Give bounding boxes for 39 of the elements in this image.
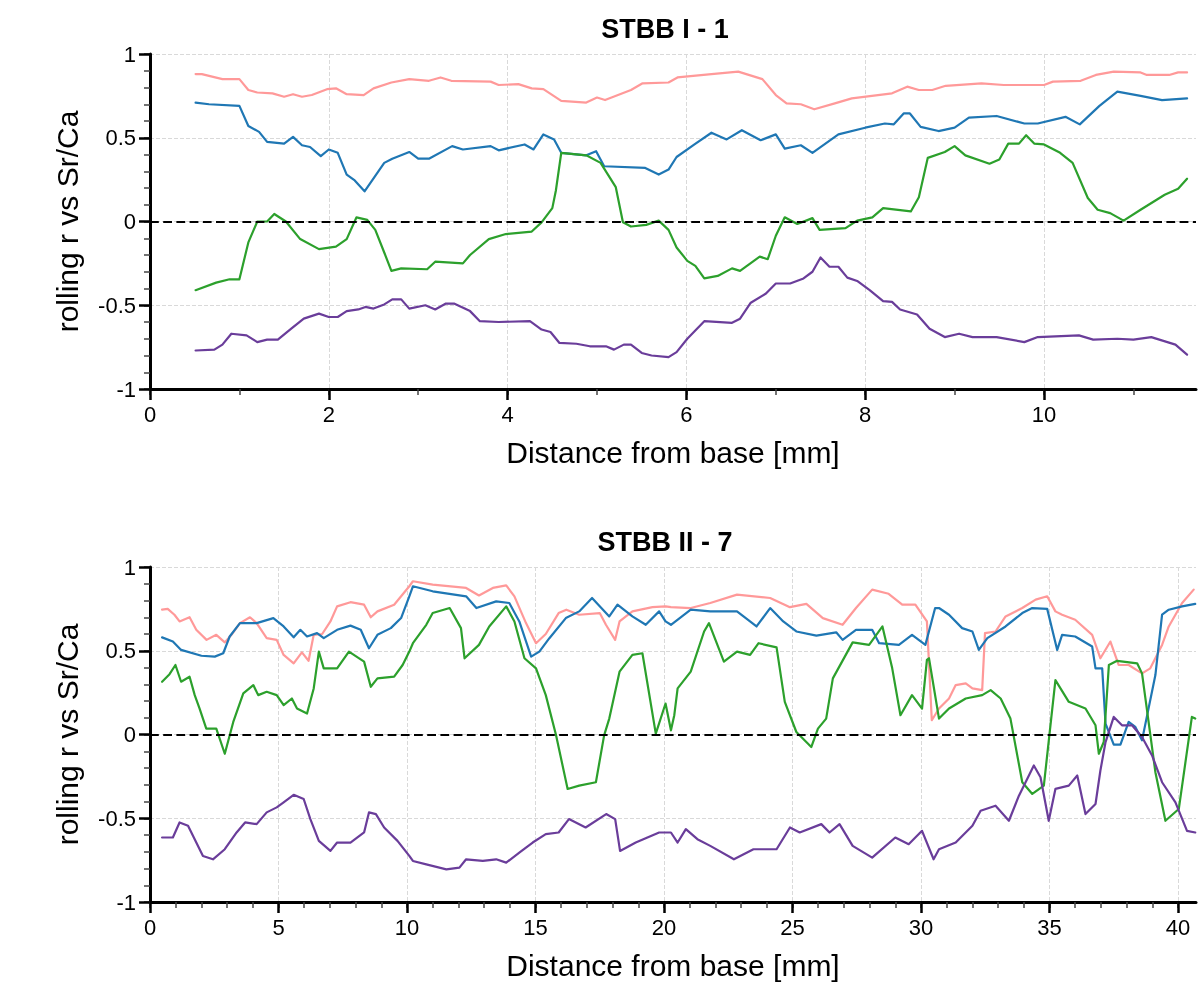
x-tick-label: 35 [1037, 914, 1062, 940]
x-tick-label: 0 [143, 914, 157, 940]
line-series [194, 90, 1189, 193]
y-tick-label: -1 [116, 376, 136, 402]
y-tick-label: 1 [123, 41, 136, 67]
y-tick-label: -0.5 [98, 805, 136, 831]
x-tick-label: 6 [680, 401, 693, 427]
line-series [160, 605, 1197, 822]
x-tick-label: 0 [143, 401, 157, 427]
x-tick-label: 15 [523, 914, 548, 940]
y-tick-label: 1 [123, 554, 136, 580]
y-tick-label: -1 [116, 889, 136, 915]
y-tick-label: 0 [123, 722, 136, 747]
x-tick-label: 8 [859, 401, 872, 427]
x-tick-label: 4 [501, 401, 514, 427]
x-tick-label: 30 [908, 914, 934, 940]
chart-title: STBB II - 7 [597, 526, 733, 557]
line-series [160, 580, 1195, 722]
x-axis-title: Distance from base [mm] [506, 435, 840, 469]
x-tick-label: 20 [651, 914, 677, 940]
x-tick-label: 5 [272, 914, 285, 940]
x-tick-label: 40 [1165, 914, 1191, 940]
line-series [194, 134, 1189, 292]
x-tick-label: 10 [394, 914, 420, 940]
y-axis-title: rolling r vs Sr/Ca [50, 110, 84, 333]
chart-title: STBB I - 1 [601, 13, 729, 44]
y-tick-label: 0.5 [105, 638, 136, 664]
x-tick-label: 10 [1031, 401, 1057, 427]
line-series [194, 70, 1189, 111]
y-tick-label: 0.5 [105, 125, 136, 151]
line-series [160, 585, 1197, 746]
line-series [194, 256, 1189, 359]
line-series [160, 715, 1197, 871]
x-tick-label: 2 [322, 401, 335, 427]
y-tick-label: -0.5 [98, 292, 136, 318]
y-tick-label: 0 [123, 209, 136, 234]
x-axis-title: Distance from base [mm] [506, 948, 840, 982]
y-axis-title: rolling r vs Sr/Ca [50, 623, 84, 846]
x-tick-label: 25 [780, 914, 805, 940]
